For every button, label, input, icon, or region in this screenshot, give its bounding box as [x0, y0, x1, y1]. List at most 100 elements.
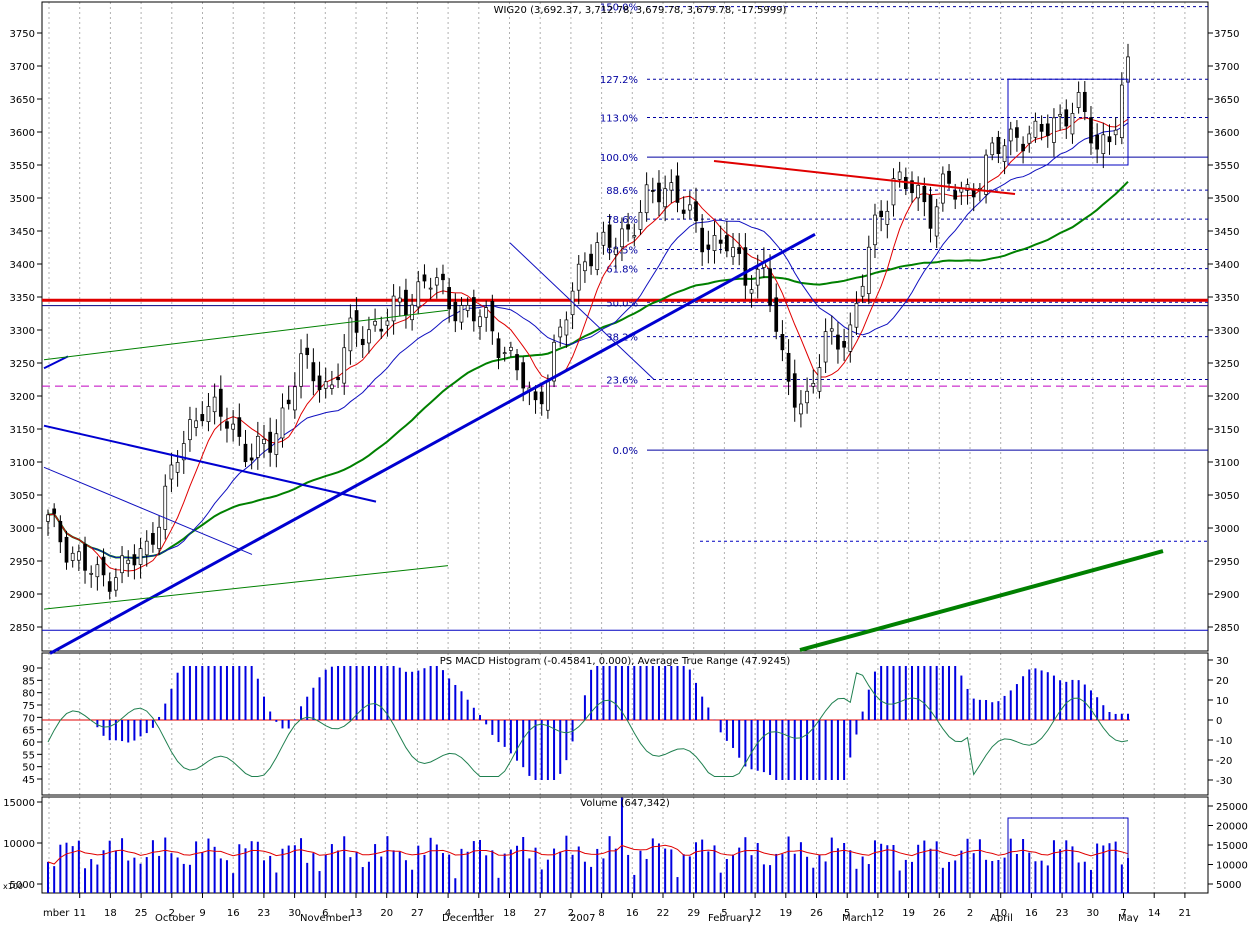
fib-label: 113.0% — [600, 113, 638, 124]
candle-body — [595, 242, 600, 270]
ma-mid-line — [47, 122, 1129, 559]
candle-body — [163, 485, 168, 530]
candle-body — [1058, 114, 1062, 117]
candle-body — [589, 253, 593, 267]
fib-label: 0.0% — [613, 446, 638, 457]
thin-line-blue — [43, 466, 253, 555]
candle-body — [891, 178, 896, 206]
y-tick-label-right: 3250 — [1214, 359, 1239, 370]
fib-label: 61.8% — [606, 265, 638, 276]
candle-body — [206, 406, 211, 422]
y-tick-label-right: 3200 — [1214, 392, 1239, 403]
candle-body — [52, 508, 57, 514]
candle-body — [749, 289, 754, 294]
vol-tick-label-right: 20000 — [1216, 822, 1248, 833]
date-tick-label: 4 — [445, 908, 451, 919]
ma-short-line — [47, 117, 1129, 572]
candle-body — [712, 235, 717, 251]
candle-body — [990, 142, 995, 156]
candle-body — [576, 263, 581, 291]
atr-line — [47, 672, 1129, 777]
macd-tick-label-right: -20 — [1216, 756, 1232, 767]
date-tick-label: 16 — [626, 908, 639, 919]
candle-body — [496, 338, 501, 358]
vol-tick-label-right: 25000 — [1216, 802, 1248, 813]
date-tick-label: 25 — [135, 908, 148, 919]
candle-body — [817, 367, 822, 392]
candle-body — [367, 329, 371, 344]
macd-title: PS MACD Histogram (-0.45841, 0.000), Ave… — [440, 656, 791, 667]
panel-frame-2 — [41, 652, 1209, 796]
date-tick-label: 11 — [73, 908, 86, 919]
candle-body — [928, 194, 933, 229]
y-tick-label-right: 3450 — [1214, 227, 1239, 238]
candle-body — [293, 386, 297, 411]
candle-body — [83, 543, 87, 571]
candle-body — [342, 347, 347, 384]
candle-body — [101, 556, 106, 576]
candle-body — [768, 268, 772, 306]
long-term-trend-green — [799, 549, 1164, 653]
candle-body — [144, 540, 149, 556]
date-tick-label: 9 — [199, 908, 205, 919]
macd-tick-label-left: 70 — [22, 713, 35, 724]
main-title: WIG20 (3,692.37, 3,712.78, 3,679.78, 3,6… — [494, 5, 787, 16]
candle-body — [70, 552, 75, 561]
candle-body — [805, 390, 809, 404]
date-tick-label: 20 — [380, 908, 393, 919]
macd-tick-label-left: 90 — [22, 664, 35, 675]
candle-body — [1002, 145, 1007, 162]
macd-tick-label-left: 65 — [22, 726, 35, 737]
candle-body — [725, 235, 729, 252]
candle-body — [743, 247, 748, 286]
candle-body — [397, 297, 402, 303]
candle-body — [1070, 113, 1075, 135]
date-tick-label: 5 — [844, 908, 850, 919]
y-tick-label-left: 3200 — [10, 392, 35, 403]
candle-body — [1033, 120, 1038, 138]
y-tick-label-right: 3100 — [1214, 458, 1239, 469]
candle-body — [379, 328, 384, 332]
macd-tick-label-left: 45 — [22, 775, 35, 786]
date-tick-label: 2 — [169, 908, 175, 919]
candle-body — [694, 201, 698, 222]
candle-body — [836, 334, 840, 350]
candle-body — [286, 399, 291, 405]
vol-tick-label-right: 10000 — [1216, 861, 1248, 872]
volume-title: Volume (647,342) — [580, 798, 670, 809]
y-tick-label-left: 3400 — [10, 260, 35, 271]
candle-body — [169, 464, 174, 480]
date-tick-label: 26 — [810, 908, 823, 919]
candle-body — [311, 362, 316, 382]
date-tick-label: 16 — [227, 908, 240, 919]
y-tick-label-left: 3000 — [10, 524, 35, 535]
candle-body — [360, 338, 365, 346]
macd-tick-label-left: 55 — [22, 750, 35, 761]
macd-tick-label-right: 10 — [1216, 696, 1229, 707]
y-tick-label-right: 3350 — [1214, 293, 1239, 304]
y-tick-label-left: 3150 — [10, 425, 35, 436]
candle-body — [428, 287, 433, 290]
candle-body — [681, 209, 686, 214]
downtrend-line-blue — [43, 424, 377, 503]
candle-body — [114, 577, 118, 591]
candle-body — [1064, 109, 1069, 127]
date-tick-label: 19 — [902, 908, 915, 919]
candle-body — [225, 421, 229, 429]
y-tick-label-right: 3600 — [1214, 128, 1239, 139]
y-tick-label-left: 2950 — [10, 557, 35, 568]
month-label: November — [300, 913, 353, 922]
candle-body — [669, 182, 674, 191]
candle-body — [1126, 56, 1130, 83]
candle-body — [416, 281, 421, 308]
y-tick-label-left: 3300 — [10, 326, 35, 337]
candle-body — [1027, 133, 1032, 144]
macd-tick-label-left: 75 — [22, 701, 35, 712]
candle-body — [842, 341, 846, 348]
date-tick-label: 10 — [994, 908, 1007, 919]
candle-body — [737, 247, 742, 254]
candle-body — [1107, 136, 1112, 143]
candle-body — [422, 274, 427, 282]
candle-body — [249, 457, 254, 461]
